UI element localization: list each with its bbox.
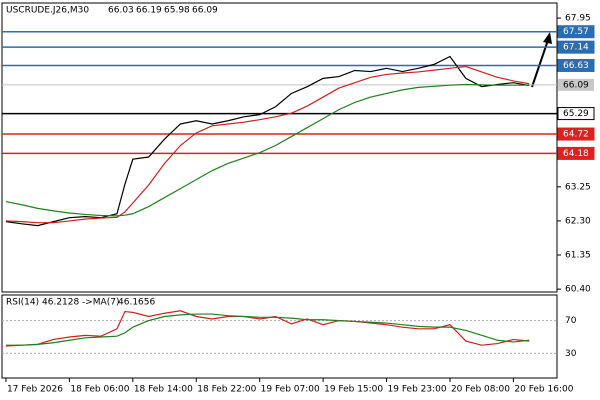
rsi-tick-label: 70	[565, 316, 577, 326]
y-tick-label: 61.35	[565, 251, 591, 261]
price-line	[5, 83, 530, 217]
rsi-value: 46.2128	[42, 298, 79, 308]
x-tick-label: 17 Feb 2026	[7, 385, 63, 395]
y-tick-label: 63.25	[565, 182, 591, 192]
x-tick-label: 18 Feb 22:00	[197, 385, 256, 395]
level-label: 65.29	[563, 109, 589, 119]
rsi-ma-value: 46.1656	[118, 298, 155, 308]
x-tick-label: 20 Feb 08:00	[451, 385, 510, 395]
level-label: 64.72	[563, 130, 589, 140]
level-box	[557, 107, 595, 121]
level-box	[557, 146, 595, 160]
ohlc-close: 66.09	[192, 6, 218, 16]
main-pane	[1, 2, 558, 293]
x-tick-label: 19 Feb 23:00	[388, 385, 447, 395]
level-label: 64.18	[563, 149, 589, 159]
x-tick-label: 19 Feb 15:00	[324, 385, 383, 395]
arrow	[531, 32, 552, 88]
ohlc-open: 66.03	[108, 6, 134, 16]
level-box	[557, 127, 595, 141]
current-price-label: 66.09	[563, 80, 589, 90]
level-label: 67.14	[563, 43, 589, 53]
y-tick-label: 67.95	[565, 14, 591, 24]
ohlc-low: 65.98	[164, 6, 190, 16]
level-box	[557, 40, 595, 54]
x-tick-label: 20 Feb 16:00	[514, 385, 573, 395]
rsi-line	[5, 310, 530, 347]
rsi-pane	[1, 294, 558, 379]
y-tick-label: 60.40	[565, 285, 591, 295]
rsi-line	[5, 313, 530, 346]
price-line	[5, 55, 530, 227]
x-tick-label: 19 Feb 07:00	[261, 385, 320, 395]
price-line	[5, 65, 530, 224]
y-tick-label: 62.30	[565, 216, 591, 226]
level-box	[557, 25, 595, 39]
symbol: USCRUDE.J26,M30	[6, 6, 89, 16]
level-label: 67.57	[563, 27, 589, 37]
rsi-label: RSI(14)	[6, 298, 39, 308]
level-box	[557, 58, 595, 72]
rsi-ma-label: ->MA(7)	[82, 298, 119, 308]
rsi-tick-label: 30	[565, 349, 577, 359]
level-label: 66.63	[563, 61, 589, 71]
ohlc-high: 66.19	[136, 6, 162, 16]
current-price-box	[558, 78, 594, 91]
x-tick-label: 18 Feb 06:00	[70, 385, 129, 395]
x-tick-label: 18 Feb 14:00	[134, 385, 193, 395]
